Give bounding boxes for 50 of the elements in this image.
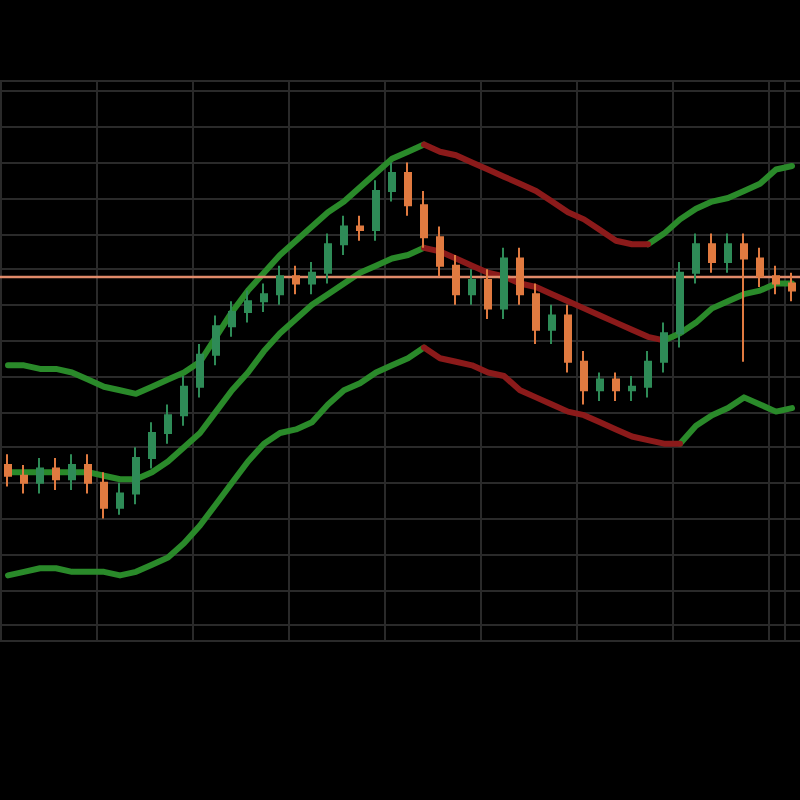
candlestick <box>388 161 396 203</box>
candlestick <box>484 268 492 321</box>
candlestick <box>420 189 428 249</box>
candlestick <box>100 471 108 520</box>
candlestick <box>20 464 28 495</box>
candlestick <box>52 456 60 491</box>
candlestick <box>692 232 700 285</box>
candlestick <box>564 303 572 374</box>
candlestick <box>452 253 460 306</box>
candlestick <box>708 232 716 274</box>
candlestick <box>612 371 620 402</box>
candlestick <box>788 271 796 303</box>
candlestick <box>756 246 764 289</box>
candlestick <box>292 264 300 296</box>
candlestick <box>436 225 444 278</box>
candlestick <box>68 453 76 491</box>
candlestick <box>212 314 220 367</box>
candlestick <box>660 321 668 374</box>
candlestick <box>228 300 236 338</box>
candlestick <box>324 232 332 285</box>
candlestick <box>740 232 748 363</box>
candlestick <box>180 375 188 427</box>
candlestick <box>724 232 732 274</box>
candlestick <box>244 289 252 324</box>
candlestick <box>532 282 540 345</box>
candlestick <box>132 446 140 506</box>
candlestick <box>628 375 636 402</box>
candlestick <box>500 246 508 321</box>
candlestick <box>372 179 380 242</box>
candlestick <box>4 453 12 488</box>
candlestick <box>164 403 172 445</box>
candlestick <box>580 350 588 406</box>
candlestick <box>596 371 604 402</box>
candlestick <box>404 161 412 217</box>
candlestick <box>644 350 652 399</box>
candlestick <box>260 282 268 313</box>
candlestick <box>468 268 476 306</box>
candlestick <box>356 214 364 242</box>
candlestick <box>116 481 124 516</box>
candlestick <box>676 261 684 349</box>
candlestick <box>548 303 556 345</box>
candlestick <box>84 453 92 495</box>
candlestick <box>276 264 284 306</box>
candlestick <box>36 456 44 495</box>
candlestick <box>340 214 348 256</box>
candlestick <box>772 264 780 296</box>
candlestick <box>516 246 524 306</box>
candlestick <box>148 421 156 470</box>
candlestick <box>308 261 316 296</box>
candlestick <box>196 342 204 399</box>
